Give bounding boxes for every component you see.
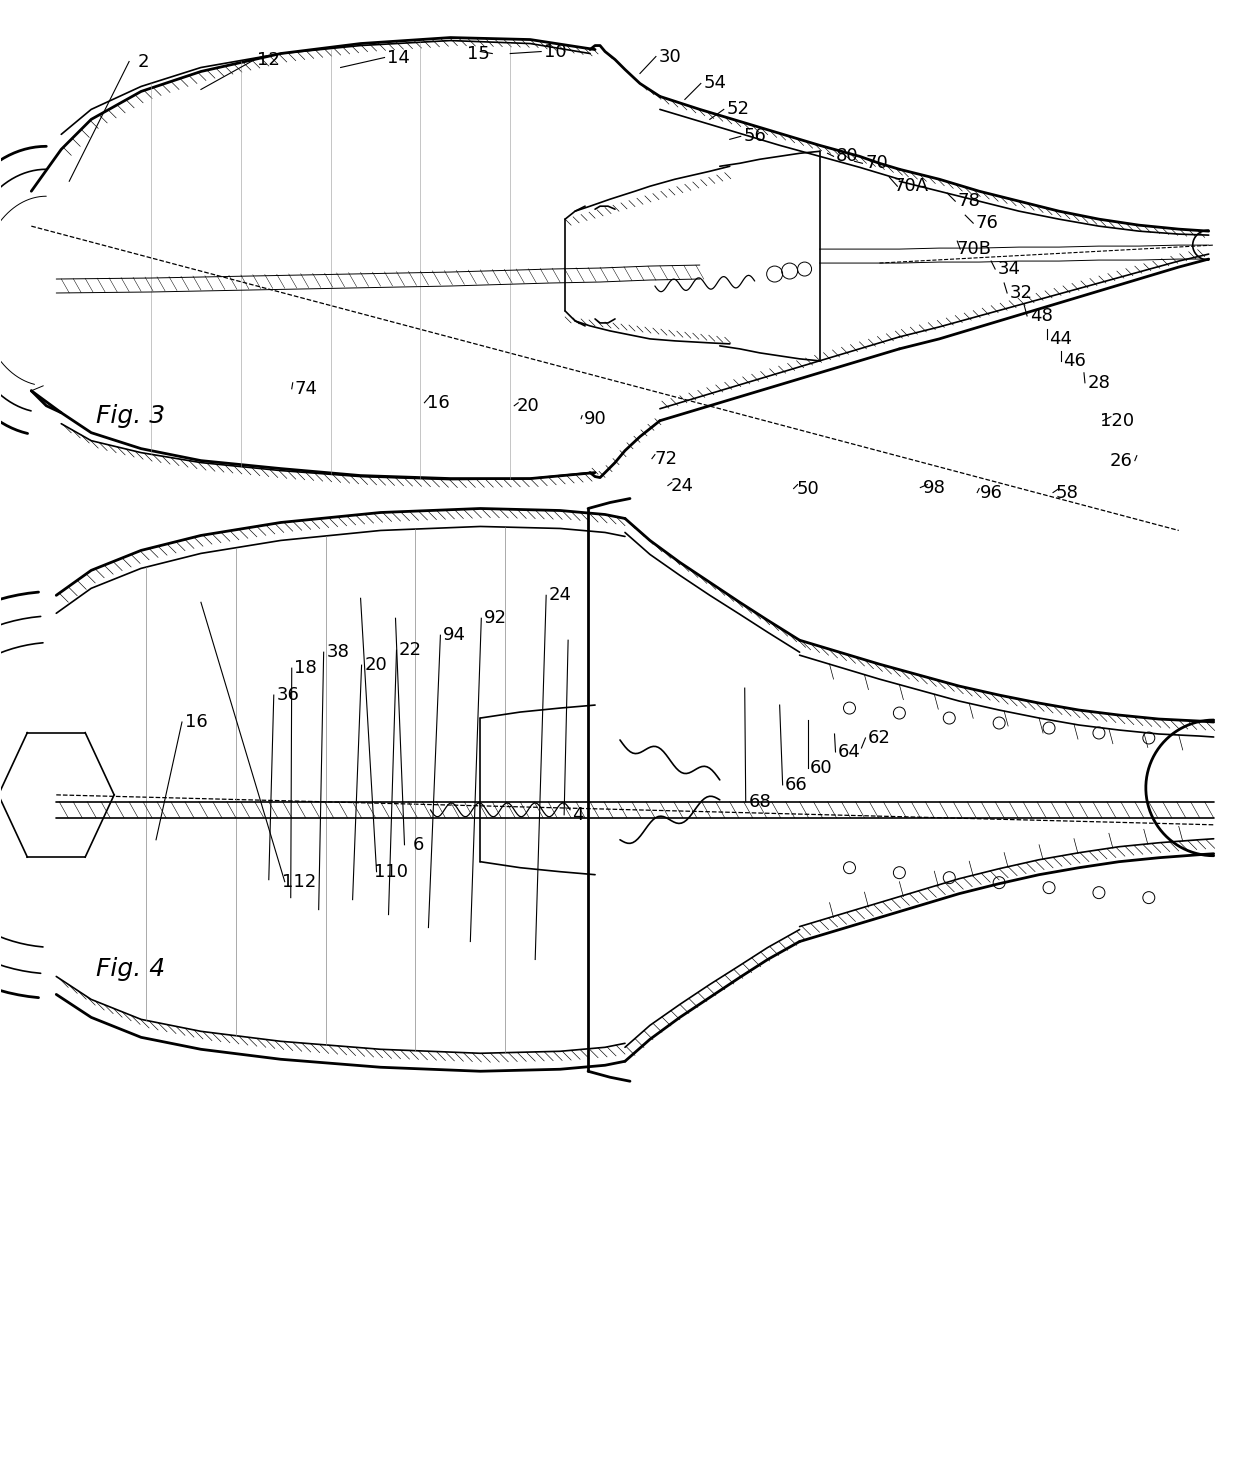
Text: 70: 70 bbox=[866, 154, 888, 172]
Text: 54: 54 bbox=[703, 75, 727, 93]
Text: 16: 16 bbox=[185, 713, 207, 731]
Text: 64: 64 bbox=[838, 742, 861, 761]
Text: 68: 68 bbox=[748, 792, 771, 811]
Text: 80: 80 bbox=[836, 147, 859, 165]
Text: 62: 62 bbox=[868, 729, 890, 747]
Text: 50: 50 bbox=[796, 479, 818, 497]
Text: 110: 110 bbox=[373, 863, 408, 881]
Text: 2: 2 bbox=[138, 53, 149, 71]
Text: Fig. 3: Fig. 3 bbox=[97, 404, 165, 428]
Text: 60: 60 bbox=[810, 759, 833, 778]
Text: 24: 24 bbox=[671, 476, 693, 494]
Text: 32: 32 bbox=[1009, 284, 1033, 301]
Text: 74: 74 bbox=[294, 379, 317, 398]
Text: 48: 48 bbox=[1029, 307, 1053, 325]
Text: 44: 44 bbox=[1049, 329, 1073, 348]
Text: 34: 34 bbox=[998, 260, 1021, 278]
Text: 52: 52 bbox=[727, 100, 749, 119]
Text: 30: 30 bbox=[658, 47, 681, 66]
Text: 28: 28 bbox=[1087, 373, 1110, 392]
Text: 96: 96 bbox=[980, 484, 1003, 501]
Text: 90: 90 bbox=[584, 410, 606, 428]
Text: 20: 20 bbox=[517, 397, 539, 415]
Text: Fig. 4: Fig. 4 bbox=[97, 957, 165, 982]
Text: 38: 38 bbox=[326, 644, 350, 662]
Text: 16: 16 bbox=[427, 394, 450, 412]
Text: 46: 46 bbox=[1064, 351, 1086, 370]
Text: 94: 94 bbox=[443, 626, 466, 644]
Text: 120: 120 bbox=[1100, 412, 1133, 429]
Text: 12: 12 bbox=[258, 50, 280, 69]
Text: 22: 22 bbox=[399, 641, 422, 659]
Text: 18: 18 bbox=[294, 659, 317, 678]
Text: 76: 76 bbox=[976, 215, 998, 232]
Text: 58: 58 bbox=[1055, 484, 1079, 501]
Text: 112: 112 bbox=[281, 873, 316, 891]
Text: 10: 10 bbox=[544, 43, 567, 60]
Text: 4: 4 bbox=[573, 806, 584, 823]
Text: 20: 20 bbox=[365, 656, 387, 675]
Text: 26: 26 bbox=[1110, 451, 1132, 469]
Text: 66: 66 bbox=[785, 776, 808, 794]
Text: 70B: 70B bbox=[957, 240, 992, 259]
Text: 14: 14 bbox=[387, 49, 410, 66]
Text: 24: 24 bbox=[548, 587, 572, 604]
Text: 72: 72 bbox=[655, 450, 677, 467]
Text: 78: 78 bbox=[957, 193, 981, 210]
Text: 70A: 70A bbox=[894, 178, 929, 196]
Text: 36: 36 bbox=[277, 686, 299, 704]
Text: 98: 98 bbox=[923, 479, 946, 497]
Text: 56: 56 bbox=[743, 128, 766, 146]
Text: 92: 92 bbox=[484, 609, 507, 628]
Text: 15: 15 bbox=[467, 44, 490, 63]
Text: 6: 6 bbox=[413, 836, 424, 854]
